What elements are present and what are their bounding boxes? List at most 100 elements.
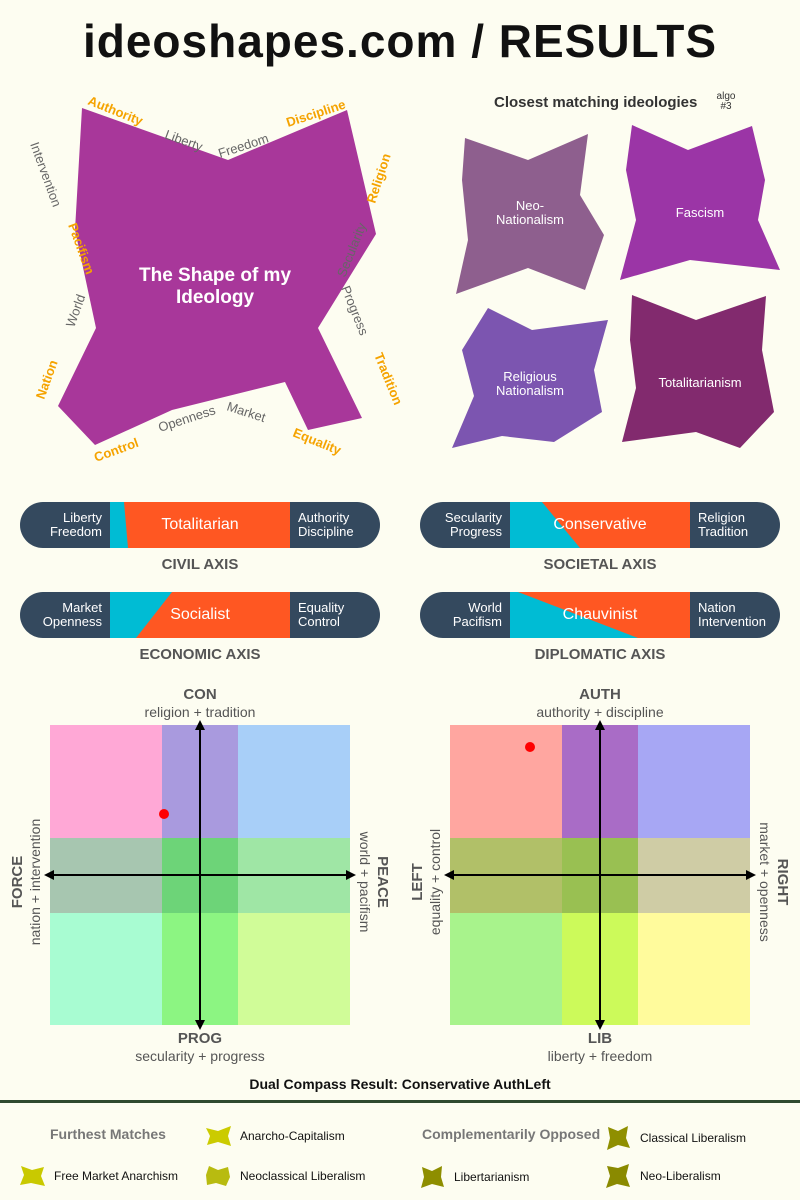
civil-axis-name: CIVIL AXIS [161, 556, 239, 573]
compass1-bottom-sub: secularity + progress [135, 1048, 265, 1064]
compass1-top: CON [183, 686, 217, 703]
match-religious-nationalism[interactable]: Religious Nationalism [452, 308, 608, 448]
compass2-bottom-sub: liberty + freedom [547, 1048, 653, 1064]
match-totalitarianism-line1: Totalitarianism [658, 375, 741, 390]
compass1-right-label: PEACE world + pacifism [355, 782, 391, 982]
societal-axis-name: SOCIETAL AXIS [543, 556, 657, 573]
opposed-heading: Complementarily Opposed [422, 1126, 601, 1142]
societal-result-label: Conservative [553, 516, 647, 533]
match-fascism[interactable]: Fascism [620, 125, 780, 280]
civil-right-line1: Authority [298, 510, 350, 525]
diplomatic-axis-fill [510, 592, 690, 638]
diplomatic-left-label: World Pacifism [420, 592, 510, 638]
ideology-shape-polygon [58, 108, 376, 445]
match-neo-nationalism-shape [456, 134, 604, 294]
compass1-right: PEACE [374, 856, 391, 908]
match-religious-nationalism-line2: Nationalism [496, 383, 564, 398]
matches-grid: Neo- Nationalism Fascism Religious Natio… [452, 125, 780, 448]
economic-right-label: Equality Control [290, 592, 380, 638]
compass1-left-sub: nation + intervention [27, 818, 43, 946]
label-tradition: Tradition [371, 351, 405, 408]
compass2-bottom-label: LIB liberty + freedom [500, 1030, 700, 1066]
civil-axis-result: Totalitarian [110, 502, 290, 548]
societal-axis-bar: Secularity Progress Conservative Religion… [420, 502, 780, 548]
diplomatic-left-line1: World [468, 600, 502, 615]
economic-right-line2: Control [298, 614, 340, 629]
diplomatic-axis-result: Chauvinist [510, 592, 690, 638]
label-nation: Nation [33, 358, 61, 401]
civil-result-label: Totalitarian [161, 516, 239, 533]
furthest-heading: Furthest Matches [50, 1126, 166, 1142]
societal-left-line1: Secularity [444, 510, 502, 525]
ideology-shape: The Shape of my Ideology Authority Liber… [27, 93, 406, 465]
label-world: World [63, 292, 89, 329]
label-religion: Religion [364, 151, 394, 204]
opposed-shape-icon [421, 1166, 444, 1188]
economic-axis-name: ECONOMIC AXIS [139, 646, 261, 663]
furthest-item-label: Free Market Anarchism [54, 1169, 179, 1183]
compass2-left: LEFT [409, 863, 426, 901]
compass1-right-sub: world + pacifism [357, 831, 373, 933]
matches-heading: Closest matching ideologies [494, 94, 698, 111]
economic-axis-bar: Market Openness Socialist Equality Control [20, 592, 380, 638]
match-neo-nationalism-line2: Nationalism [496, 212, 564, 227]
diplomatic-result-label: Chauvinist [562, 606, 638, 623]
diplomatic-right-label: Nation Intervention [690, 592, 780, 638]
compass1-bottom: PROG [177, 1030, 223, 1047]
opposed-shape-icon [606, 1164, 630, 1188]
societal-left-label: Secularity Progress [420, 502, 510, 548]
societal-right-label: Religion Tradition [690, 502, 780, 548]
economic-axis-fill [110, 592, 290, 638]
label-progress: Progress [338, 284, 372, 338]
compass1-result-dot [159, 809, 169, 819]
compass1-left-label: FORCE nation + intervention [9, 782, 45, 982]
furthest-item[interactable]: Neoclassical Liberalism [204, 1164, 365, 1188]
economic-right-line1: Equality [298, 600, 345, 615]
societal-axis-fill [510, 502, 690, 548]
opposed-item[interactable]: Libertarianism [418, 1164, 529, 1190]
furthest-item-label: Neoclassical Liberalism [240, 1169, 366, 1183]
furthest-item[interactable]: Anarcho-Capitalism [204, 1124, 345, 1148]
algo-number: #3 [720, 101, 732, 112]
civil-axis-fill [110, 502, 290, 548]
civil-left-label: Liberty Freedom [20, 502, 110, 548]
match-religious-nationalism-shape [452, 308, 608, 448]
opposed-item[interactable]: Neo-Liberalism [604, 1162, 721, 1190]
label-intervention: Intervention [27, 140, 64, 209]
diplomatic-axis-bar: World Pacifism Chauvinist Nation Intervent… [420, 592, 780, 638]
label-market: Market [225, 399, 268, 426]
civil-right-line2: Discipline [298, 524, 354, 539]
match-fascism-shape [620, 125, 780, 280]
opposed-item-label: Libertarianism [454, 1170, 530, 1184]
furthest-item-label: Anarcho-Capitalism [240, 1129, 345, 1143]
compass2-top-sub: authority + discipline [536, 704, 664, 720]
societal-axis-result: Conservative [510, 502, 690, 548]
societal-right-line2: Tradition [698, 524, 749, 539]
compass1-top-label: CON religion + tradition [100, 686, 300, 722]
shape-title-line2: Ideology [176, 287, 255, 308]
algo-badge: algo #3 [712, 92, 740, 112]
diplomatic-left-line2: Pacifism [452, 614, 502, 629]
opposed-item-label: Neo-Liberalism [640, 1169, 721, 1183]
compass2-top-label: AUTH authority + discipline [500, 686, 700, 722]
furthest-item[interactable]: Free Market Anarchism [18, 1164, 178, 1188]
match-totalitarianism-shape [622, 295, 774, 448]
compass2-top: AUTH [579, 686, 621, 703]
dual-compass-result: Dual Compass Result: Conservative AuthLe… [249, 1076, 551, 1092]
compass2-bottom: LIB [587, 1030, 613, 1047]
match-fascism-line1: Fascism [676, 205, 724, 220]
page-title: ideoshapes.com / RESULTS [82, 15, 718, 67]
furthest-shape-icon [20, 1166, 45, 1186]
furthest-shape-icon [206, 1166, 230, 1186]
compass1-grid [44, 720, 356, 1030]
opposed-item[interactable]: Classical Liberalism [604, 1124, 746, 1152]
compass2-left-sub: equality + control [427, 828, 443, 936]
opposed-item-label: Classical Liberalism [640, 1131, 747, 1145]
footer-divider [0, 1100, 800, 1103]
diplomatic-right-line1: Nation [698, 600, 736, 615]
match-totalitarianism[interactable]: Totalitarianism [622, 295, 774, 448]
match-neo-nationalism[interactable]: Neo- Nationalism [456, 134, 604, 294]
economic-axis-result: Socialist [110, 592, 290, 638]
compass2-right-label: RIGHT market + openness [755, 782, 791, 982]
compass2-right-sub: market + openness [757, 822, 773, 942]
